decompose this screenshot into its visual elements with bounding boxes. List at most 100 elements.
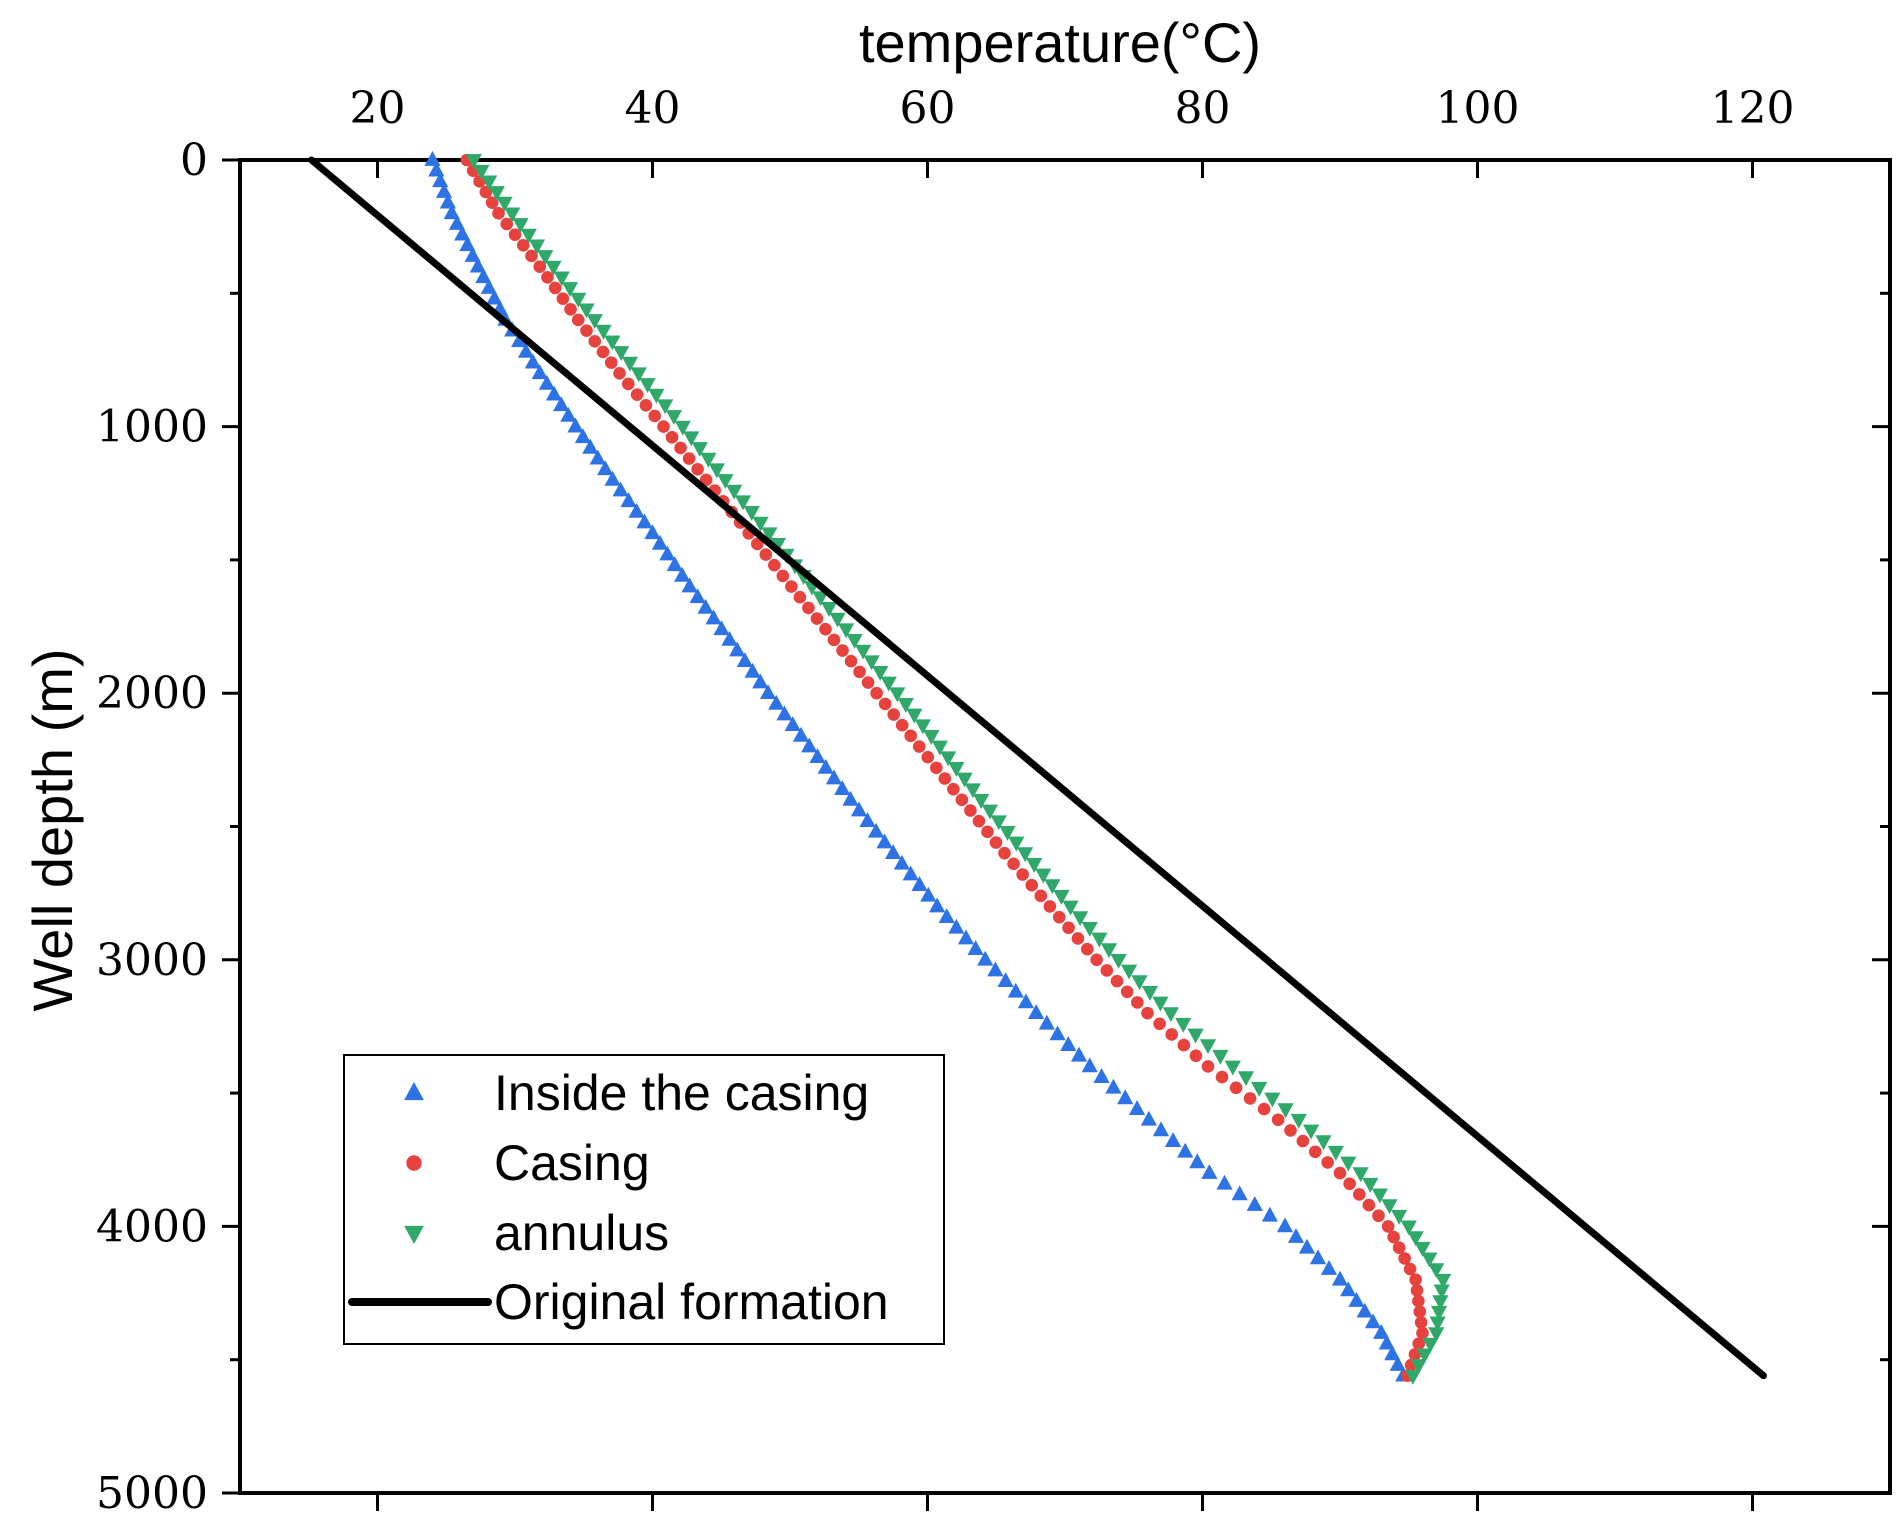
data-point — [1062, 900, 1079, 916]
data-point — [1093, 1068, 1110, 1083]
legend-item: Inside the casing — [404, 1065, 869, 1121]
data-point — [1290, 1113, 1307, 1129]
data-point — [553, 396, 570, 412]
data-point — [448, 214, 466, 230]
data-point — [785, 580, 798, 593]
data-point — [768, 694, 785, 710]
data-point — [665, 430, 679, 444]
data-point — [1404, 1369, 1421, 1385]
data-point — [1410, 1359, 1427, 1375]
x-tick-label: 100 — [1436, 83, 1520, 134]
data-point — [889, 687, 906, 703]
data-point — [500, 217, 514, 231]
data-point — [538, 374, 555, 390]
data-point — [665, 410, 683, 425]
data-point — [1229, 1081, 1243, 1095]
data-point — [545, 385, 563, 401]
data-point — [657, 420, 670, 433]
data-point — [674, 566, 691, 582]
data-point — [560, 406, 577, 422]
data-point — [1264, 1092, 1281, 1108]
series-line — [308, 156, 1767, 1380]
data-point — [708, 463, 725, 479]
data-point — [726, 484, 743, 500]
data-point — [734, 495, 752, 511]
data-point — [964, 804, 977, 817]
data-point — [459, 236, 476, 252]
x-axis-title: temperature(°C) — [859, 11, 1261, 74]
data-point — [809, 748, 826, 764]
data-point — [1352, 1188, 1366, 1201]
data-point — [1343, 1177, 1356, 1191]
data-point — [1414, 1316, 1428, 1329]
data-point — [683, 431, 700, 447]
data-point — [582, 438, 599, 454]
data-point — [752, 516, 769, 532]
data-point — [929, 897, 946, 913]
data-point — [1298, 1238, 1316, 1254]
data-point — [1140, 1110, 1157, 1126]
x-tick-labels: 20 40 60 80 100 120 — [350, 83, 1795, 134]
data-point — [887, 708, 900, 721]
data-point — [1371, 1188, 1388, 1204]
data-point — [666, 556, 683, 572]
legend-item: annulus — [404, 1205, 669, 1261]
data-point — [955, 793, 969, 807]
data-point — [682, 452, 696, 465]
data-point — [1251, 1081, 1268, 1097]
data-point — [1356, 1302, 1373, 1318]
data-point — [1413, 1305, 1427, 1319]
data-point — [1261, 1206, 1278, 1222]
data-point — [1387, 1230, 1400, 1244]
data-point — [1100, 943, 1118, 959]
data-point — [1429, 1316, 1446, 1332]
data-point — [511, 332, 528, 348]
data-point — [1034, 889, 1048, 903]
data-point — [990, 815, 1007, 831]
data-point — [480, 278, 497, 294]
data-point — [553, 271, 570, 287]
data-point — [648, 409, 661, 423]
data-point — [454, 225, 471, 241]
data-point — [1348, 1292, 1365, 1307]
data-point — [674, 441, 687, 455]
x-tick-label: 20 — [350, 83, 406, 134]
data-point — [464, 246, 481, 262]
data-point — [473, 164, 490, 180]
data-point — [1416, 1348, 1433, 1364]
data-point — [855, 644, 872, 660]
data-point — [1362, 1198, 1376, 1212]
data-point — [1165, 1028, 1178, 1041]
data-point — [657, 399, 674, 415]
data-point — [1331, 1270, 1349, 1286]
data-point — [1410, 1284, 1424, 1297]
data-point — [681, 577, 698, 593]
x-tick-label: 120 — [1711, 83, 1795, 134]
data-point — [973, 793, 990, 809]
data-point — [1141, 985, 1159, 1001]
data-point — [465, 154, 482, 169]
data-point — [567, 417, 584, 433]
series-annulus — [465, 154, 1452, 1385]
data-point — [784, 716, 801, 732]
data-point — [1189, 1049, 1203, 1063]
data-point — [1435, 1273, 1452, 1289]
y-tick-label: 0 — [180, 135, 208, 186]
data-point — [561, 282, 579, 297]
data-point — [556, 292, 570, 305]
data-point — [1315, 1135, 1332, 1151]
data-point — [1072, 911, 1089, 927]
data-point — [659, 545, 676, 561]
data-point — [1141, 1006, 1154, 1020]
data-point — [793, 590, 807, 604]
data-point — [699, 473, 713, 487]
data-point — [872, 666, 889, 681]
data-point — [897, 698, 914, 713]
data-point — [1017, 993, 1035, 1009]
data-point — [541, 271, 554, 284]
data-point — [1412, 1337, 1426, 1351]
data-point — [906, 708, 923, 724]
data-point — [1340, 1156, 1357, 1172]
data-point — [1320, 1260, 1338, 1275]
data-point — [612, 481, 629, 497]
